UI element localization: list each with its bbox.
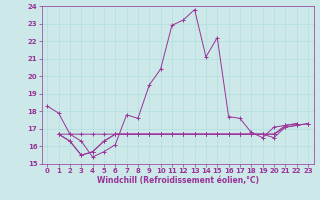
X-axis label: Windchill (Refroidissement éolien,°C): Windchill (Refroidissement éolien,°C) (97, 176, 259, 185)
